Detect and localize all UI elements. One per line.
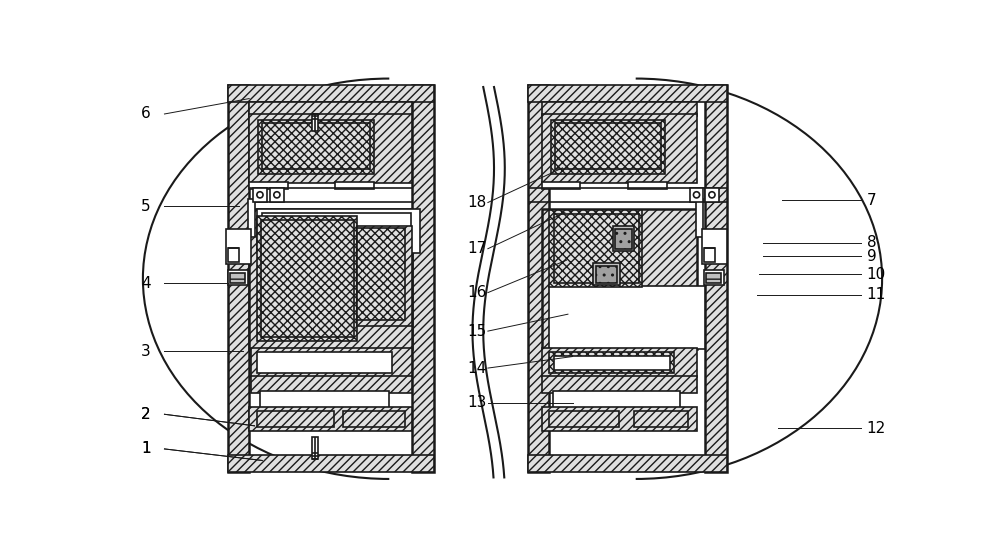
Bar	[553, 391, 680, 408]
Bar	[412, 86, 434, 472]
Bar	[228, 86, 434, 103]
Bar	[270, 188, 284, 202]
Bar	[343, 411, 405, 427]
Text: 2: 2	[141, 407, 151, 422]
Bar	[249, 209, 412, 349]
Bar	[705, 86, 727, 472]
Text: 4: 4	[141, 276, 151, 291]
Text: 11: 11	[867, 288, 886, 302]
Bar	[357, 228, 405, 320]
Text: 16: 16	[467, 285, 486, 300]
Bar	[549, 352, 674, 374]
Bar	[249, 102, 412, 115]
Bar	[702, 230, 727, 264]
Bar	[549, 411, 619, 427]
Bar	[257, 411, 334, 427]
Bar	[593, 263, 620, 285]
Bar	[554, 214, 639, 283]
Bar	[542, 376, 697, 392]
Bar	[257, 352, 392, 374]
Bar	[542, 114, 697, 183]
Bar	[251, 348, 412, 378]
Bar	[696, 199, 703, 237]
Text: 5: 5	[141, 199, 151, 214]
Bar	[704, 269, 724, 285]
Bar	[542, 102, 697, 115]
Bar	[257, 209, 420, 253]
Bar	[226, 230, 251, 264]
Bar	[542, 407, 697, 431]
Text: 6: 6	[141, 107, 151, 121]
Text: 10: 10	[867, 267, 886, 282]
Bar	[312, 437, 318, 459]
Bar	[312, 114, 318, 131]
Bar	[258, 120, 374, 174]
Bar	[549, 115, 690, 126]
Bar	[528, 86, 549, 472]
Bar	[253, 188, 267, 202]
Bar	[554, 355, 670, 370]
Bar	[262, 123, 370, 169]
Text: 9: 9	[867, 249, 876, 264]
Bar	[251, 376, 412, 392]
Bar	[228, 86, 249, 472]
Bar	[248, 199, 255, 237]
Bar	[615, 230, 632, 249]
Bar	[249, 114, 412, 183]
Bar	[228, 455, 434, 472]
Text: 18: 18	[467, 195, 486, 210]
Text: 3: 3	[141, 344, 151, 359]
Text: 13: 13	[467, 395, 486, 410]
Bar	[706, 273, 721, 283]
Text: 1: 1	[141, 442, 151, 457]
Text: 17: 17	[467, 241, 486, 256]
Bar	[613, 226, 634, 251]
Bar	[690, 188, 703, 202]
Circle shape	[709, 192, 715, 198]
Text: 1: 1	[141, 442, 151, 457]
Bar	[704, 248, 715, 262]
Bar	[528, 455, 727, 472]
Bar	[249, 182, 288, 189]
Bar	[228, 248, 239, 262]
Text: 7: 7	[867, 193, 876, 208]
Bar	[261, 220, 354, 337]
Circle shape	[693, 192, 700, 198]
Text: 14: 14	[467, 360, 486, 375]
Bar	[528, 86, 727, 103]
Circle shape	[274, 192, 280, 198]
Bar	[257, 115, 405, 126]
Bar	[542, 182, 580, 189]
Bar	[555, 123, 661, 169]
Bar	[542, 348, 697, 378]
Bar	[634, 411, 688, 427]
Circle shape	[257, 192, 263, 198]
Bar	[551, 120, 665, 174]
Bar	[260, 391, 389, 408]
Bar	[705, 188, 719, 202]
Bar	[228, 269, 248, 285]
Bar	[549, 286, 705, 349]
Bar	[335, 182, 374, 189]
Bar	[549, 210, 642, 287]
Bar	[262, 213, 411, 249]
Bar	[230, 273, 245, 283]
Bar	[257, 216, 357, 341]
Bar	[596, 266, 617, 283]
Bar	[628, 182, 666, 189]
Text: 15: 15	[467, 323, 486, 338]
Text: 12: 12	[867, 421, 886, 436]
Bar	[249, 407, 412, 431]
Text: 8: 8	[867, 235, 876, 250]
Text: 2: 2	[141, 407, 151, 422]
Bar	[542, 209, 697, 349]
Bar	[357, 226, 412, 326]
